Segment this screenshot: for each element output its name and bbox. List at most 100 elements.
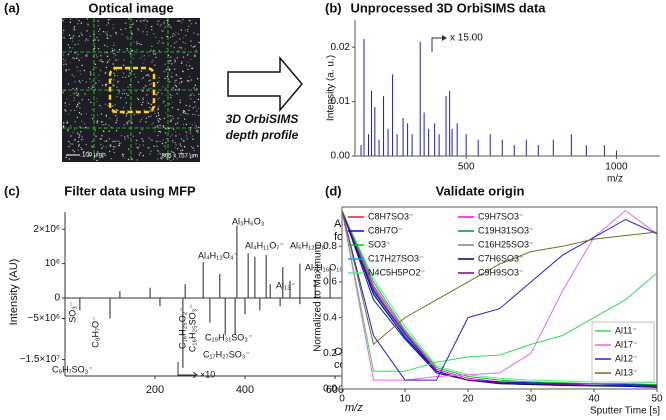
speckle: [179, 99, 181, 101]
speckle: [197, 78, 199, 80]
y-tick-label: 0.8: [323, 241, 337, 252]
speckle: [69, 94, 72, 97]
speckle: [174, 60, 176, 62]
speckle: [119, 90, 121, 93]
speckle: [96, 100, 98, 103]
speckle: [162, 154, 164, 156]
peak-label: Al₇H₁₆O₁₀⁻: [305, 262, 348, 272]
speckle: [111, 109, 113, 111]
speckle: [99, 28, 101, 30]
speckle: [169, 115, 171, 117]
panel-label: (d): [325, 183, 342, 198]
speckle: [127, 37, 129, 39]
speckle: [132, 50, 134, 52]
speckle: [197, 145, 199, 147]
y-tick-label: 0.01: [331, 96, 351, 107]
speckle: [66, 98, 68, 100]
speckle: [151, 26, 153, 28]
speckle: [91, 108, 93, 111]
speckle: [155, 93, 157, 95]
speckle: [123, 59, 125, 61]
speckle: [70, 125, 72, 127]
speckle: [112, 140, 114, 143]
speckle: [110, 35, 112, 37]
speckle: [69, 21, 71, 23]
speckle: [96, 36, 98, 39]
speckle: [151, 29, 153, 31]
speckle: [88, 152, 90, 154]
speckle: [68, 34, 71, 36]
speckle: [101, 156, 103, 158]
speckle: [117, 59, 119, 61]
speckle: [190, 94, 192, 97]
speckle: [157, 158, 159, 160]
speckle: [186, 138, 188, 140]
speckle: [141, 128, 143, 131]
speckle: [81, 148, 83, 150]
speckle: [73, 93, 75, 95]
speckle: [123, 93, 126, 95]
speckle: [142, 155, 144, 157]
speckle: [78, 136, 81, 138]
speckle: [175, 123, 177, 125]
speckle: [120, 29, 122, 31]
speckle: [136, 48, 138, 51]
speckle: [101, 60, 103, 62]
speckle: [154, 104, 156, 106]
speckle: [102, 152, 104, 154]
speckle: [162, 102, 164, 104]
speckle: [159, 153, 161, 155]
speckle: [82, 138, 84, 140]
speckle: [77, 131, 79, 133]
speckle: [130, 118, 132, 120]
y-axis-label: Normalized to Maximum: [313, 244, 324, 352]
legend-label: N4C5H5PO2⁻: [368, 267, 426, 277]
speckle: [122, 76, 124, 78]
speckle: [185, 64, 188, 66]
speckle: [64, 109, 66, 111]
speckle: [147, 147, 149, 149]
speckle: [108, 130, 110, 132]
speckle: [107, 31, 109, 33]
speckle: [147, 90, 149, 92]
speckle: [67, 53, 69, 56]
speckle: [175, 89, 177, 91]
speckle: [189, 20, 191, 22]
speckle: [157, 42, 159, 44]
speckle: [158, 121, 160, 123]
speckle: [114, 146, 117, 148]
speckle: [145, 18, 147, 20]
speckle: [177, 50, 179, 52]
speckle: [191, 67, 193, 69]
speckle: [153, 50, 155, 52]
speckle: [147, 102, 150, 105]
peak-label: Al₄H₁₃O₄⁻: [198, 250, 239, 260]
speckle: [180, 156, 182, 158]
speckle: [163, 20, 165, 23]
speckle: [157, 112, 159, 114]
speckle: [166, 35, 168, 37]
speckle: [87, 39, 89, 41]
peak-label: C₈H₇O⁻: [90, 316, 100, 348]
speckle: [175, 144, 177, 146]
speckle: [163, 100, 165, 102]
speckle: [188, 109, 190, 111]
speckle: [185, 104, 187, 107]
speckle: [172, 141, 174, 143]
speckle: [106, 33, 108, 35]
speckle: [167, 22, 169, 24]
speckle: [160, 118, 162, 120]
speckle: [62, 32, 64, 34]
speckle: [87, 150, 89, 153]
speckle: [167, 54, 170, 56]
speckle: [190, 79, 193, 81]
speckle: [170, 159, 172, 161]
speckle: [62, 126, 65, 128]
arrow-text: 3D OrbiSIMS: [226, 112, 299, 126]
speckle: [115, 33, 117, 35]
speckle: [92, 40, 94, 42]
speckle: [104, 140, 106, 142]
speckle: [125, 97, 127, 99]
speckle: [92, 48, 95, 50]
speckle: [94, 63, 96, 65]
